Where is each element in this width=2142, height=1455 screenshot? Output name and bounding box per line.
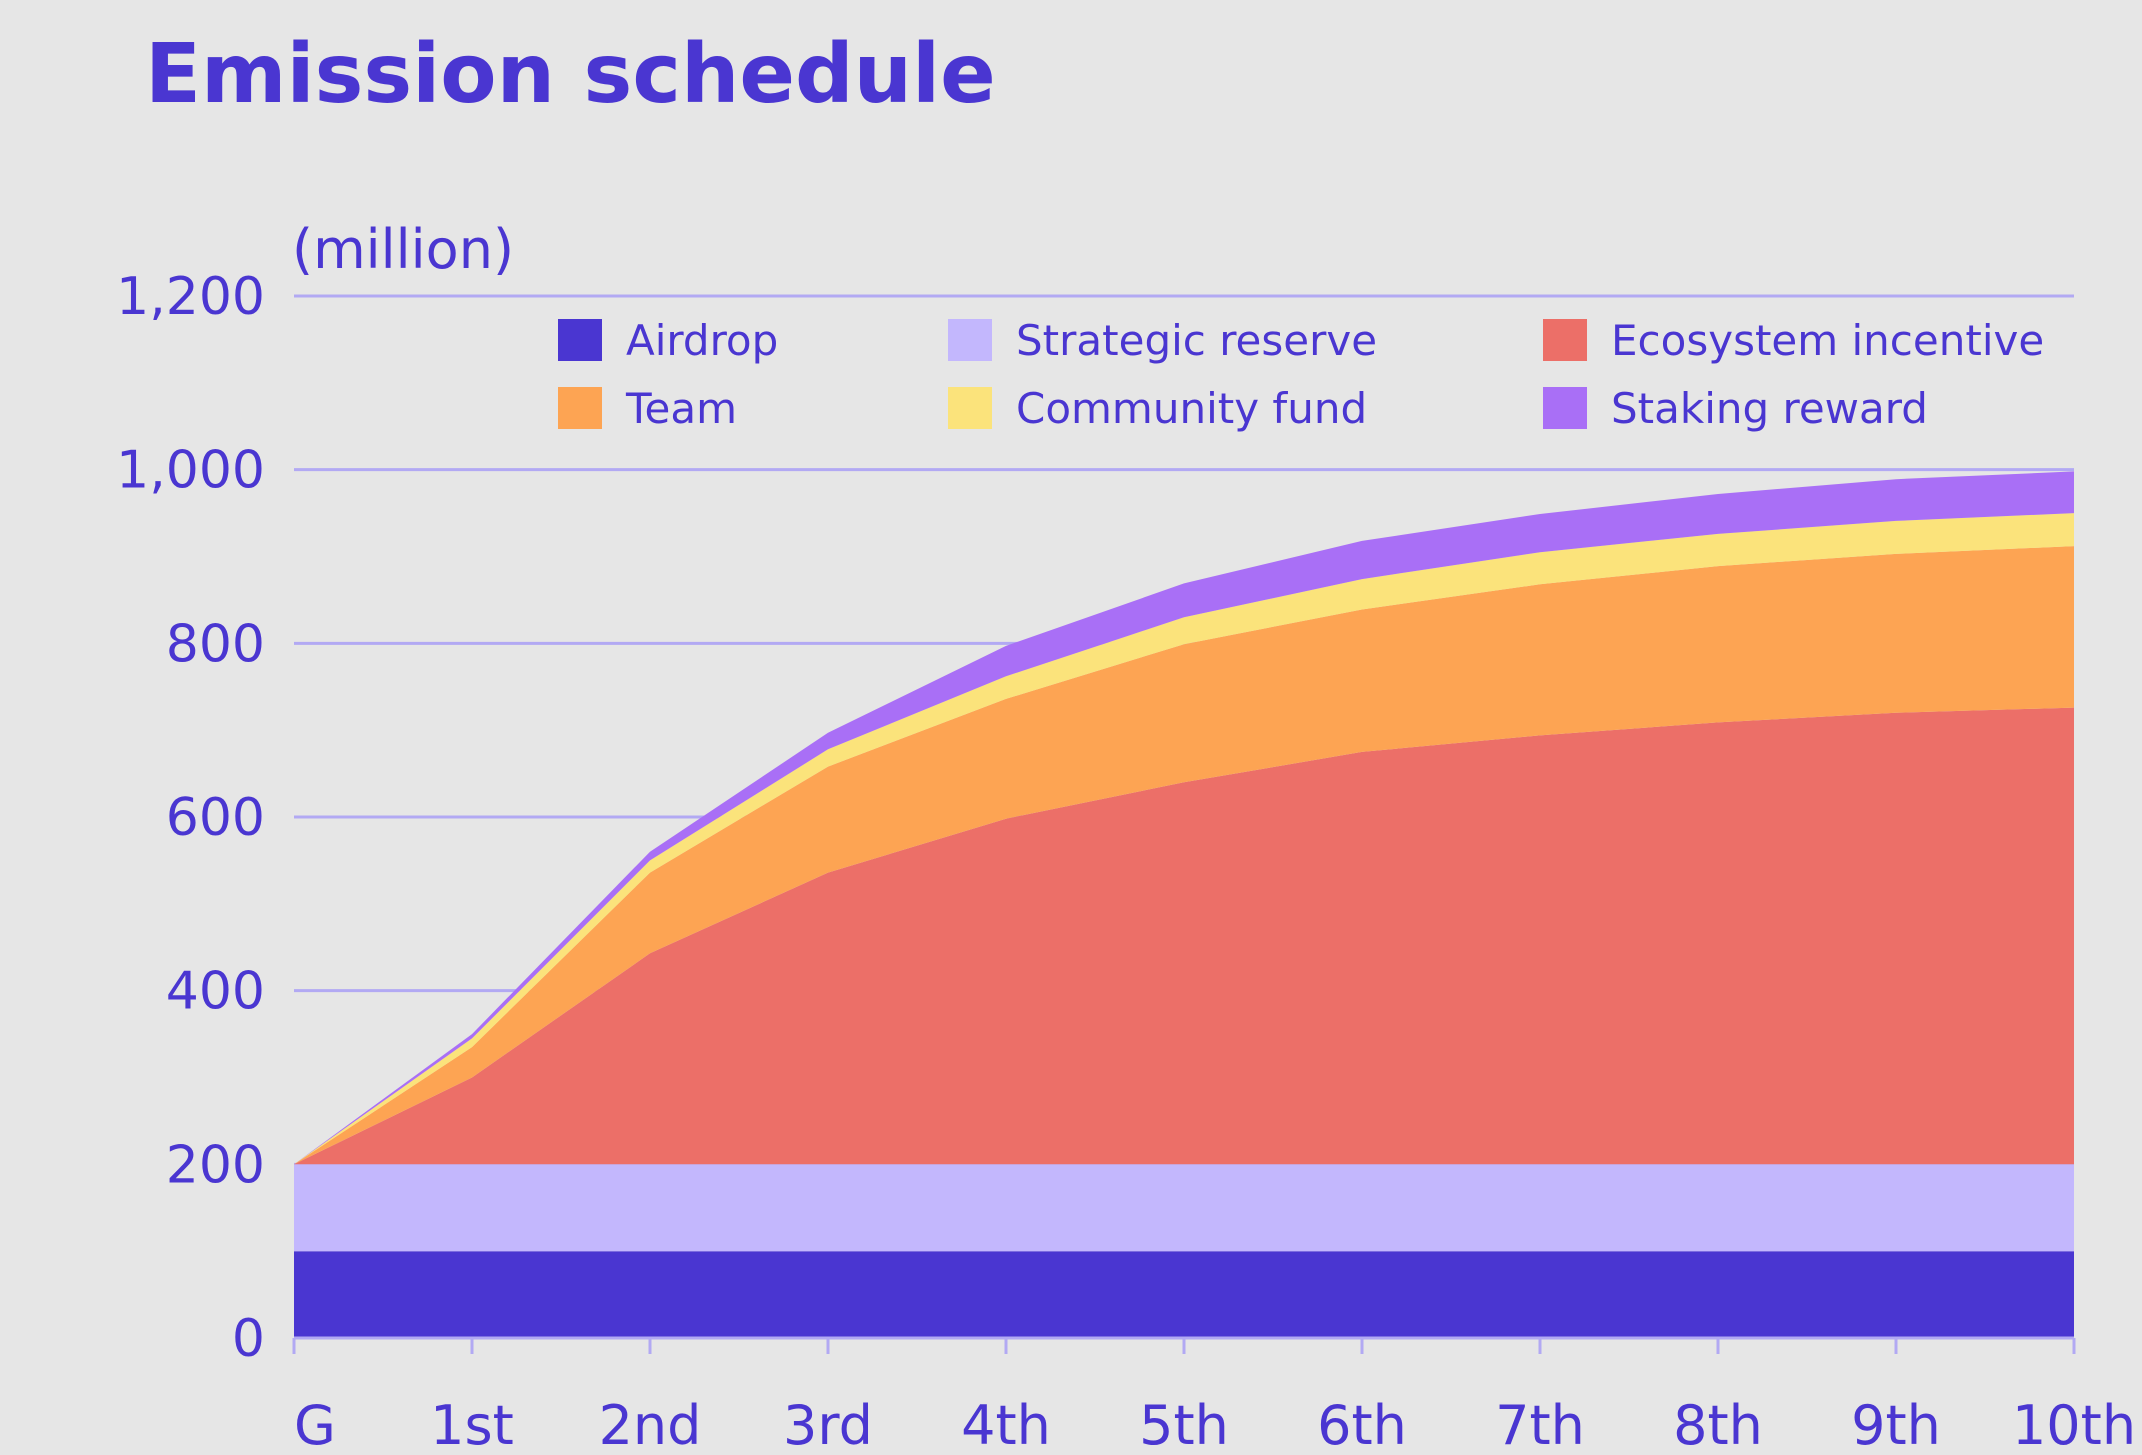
x-tick-label: 5th <box>1139 1394 1229 1455</box>
axes <box>292 1336 2076 1354</box>
legend-item-strategic-reserve: Strategic reserve <box>948 316 1377 365</box>
legend-label: Community fund <box>1016 384 1367 433</box>
y-tick-label: 800 <box>166 614 265 674</box>
y-tick-label: 0 <box>232 1309 265 1369</box>
y-tick-label: 600 <box>166 788 265 848</box>
x-tick-label: 2nd <box>599 1394 702 1455</box>
legend-swatch <box>1543 387 1587 429</box>
legend-swatch <box>1543 319 1587 361</box>
y-tick-label: 1,200 <box>116 267 265 327</box>
legend-item-airdrop: Airdrop <box>558 316 778 365</box>
legend-label: Staking reward <box>1611 384 1928 433</box>
y-axis-unit-label: (million) <box>292 218 514 281</box>
legend-item-staking-reward: Staking reward <box>1543 384 1928 433</box>
chart-title: Emission schedule <box>145 27 996 122</box>
x-tick-labels: G 1st 2nd 3rd 4th 5th 6th 7th 8th 9th 10th <box>294 1394 2136 1455</box>
x-tick-label: G <box>294 1394 336 1455</box>
area-staking-reward <box>294 471 2074 1165</box>
legend-item-team: Team <box>558 384 737 433</box>
stacked-areas <box>294 471 2074 1338</box>
legend-swatch <box>948 387 992 429</box>
x-tick-label: 10th <box>2012 1394 2136 1455</box>
legend-swatch <box>558 387 602 429</box>
area-ecosystem-incentive <box>294 707 2074 1165</box>
legend: Airdrop Strategic reserve Ecosystem incent… <box>558 316 2044 433</box>
x-tick-label: 1st <box>430 1394 514 1455</box>
legend-label: Team <box>625 384 737 433</box>
x-tick-label: 6th <box>1317 1394 1407 1455</box>
legend-label: Ecosystem incentive <box>1611 316 2044 365</box>
y-tick-label: 1,000 <box>116 441 265 501</box>
area-team <box>294 546 2074 1165</box>
y-tick-label: 200 <box>166 1135 265 1195</box>
area-community-fund <box>294 513 2074 1165</box>
x-tick-label: 9th <box>1851 1394 1941 1455</box>
legend-label: Strategic reserve <box>1016 316 1377 365</box>
legend-item-community-fund: Community fund <box>948 384 1367 433</box>
area-strategic-reserve <box>294 1164 2074 1252</box>
legend-swatch <box>948 319 992 361</box>
legend-item-ecosystem-incentive: Ecosystem incentive <box>1543 316 2044 365</box>
x-tick-label: 4th <box>961 1394 1051 1455</box>
y-tick-label: 400 <box>166 962 265 1022</box>
legend-label: Airdrop <box>626 316 778 365</box>
x-tick-label: 3rd <box>783 1394 873 1455</box>
legend-swatch <box>558 319 602 361</box>
y-tick-labels: 0 200 400 600 800 1,000 1,200 <box>116 267 265 1369</box>
area-airdrop <box>294 1251 2074 1338</box>
x-tick-label: 7th <box>1495 1394 1585 1455</box>
x-tick-label: 8th <box>1673 1394 1763 1455</box>
